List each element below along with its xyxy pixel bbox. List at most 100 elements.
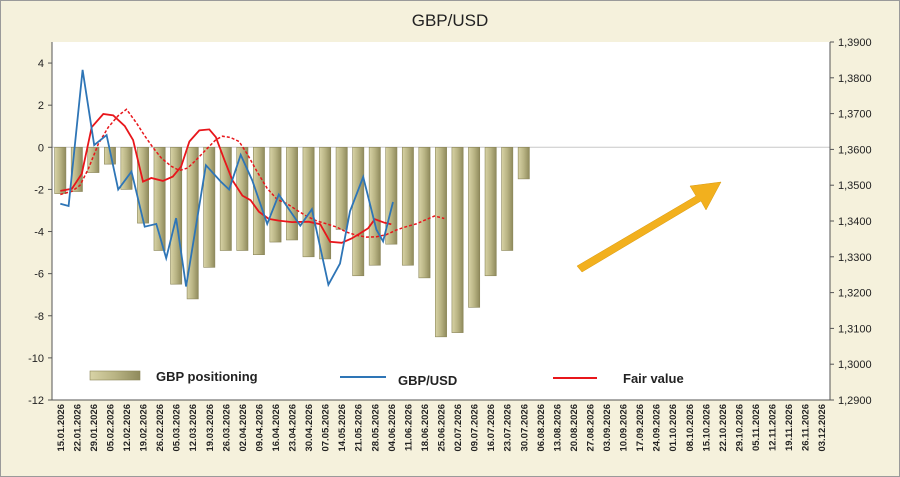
x-tick-label: 22.01.2026 — [72, 404, 83, 452]
legend-label-gbpusd: GBP/USD — [398, 373, 457, 388]
x-tick-label: 14.05.2026 — [337, 404, 348, 452]
x-tick-label: 09.04.2026 — [254, 404, 265, 452]
right-tick-label: 1,3100 — [838, 323, 872, 335]
x-tick-label: 30.07.2026 — [519, 404, 530, 452]
positioning-bar — [153, 146, 166, 251]
right-tick-label: 1,3500 — [838, 180, 872, 192]
left-tick-label: 4 — [38, 58, 44, 70]
x-tick-label: 29.10.2026 — [734, 404, 745, 452]
legend-label-positioning: GBP positioning — [156, 369, 258, 384]
legend-swatch-positioning — [89, 370, 141, 381]
x-tick-label: 05.03.2026 — [172, 404, 183, 452]
positioning-bar — [517, 146, 530, 180]
x-tick-label: 05.02.2026 — [105, 404, 116, 452]
positioning-bar — [219, 146, 232, 251]
x-tick-label: 04.06.2026 — [387, 404, 398, 452]
x-tick-label: 19.02.2026 — [139, 404, 150, 452]
x-tick-label: 25.06.2026 — [437, 404, 448, 452]
up-arrow-icon — [576, 181, 722, 273]
positioning-bar — [87, 146, 100, 173]
x-tick-label: 29.01.2026 — [89, 404, 100, 452]
left-tick-label: -12 — [28, 395, 44, 407]
x-tick-label: 02.04.2026 — [238, 404, 249, 452]
positioning-bar — [269, 146, 282, 243]
x-tick-label: 01.10.2026 — [668, 404, 679, 452]
x-tick-label: 10.09.2026 — [619, 404, 630, 452]
x-tick-label: 12.11.2026 — [768, 404, 779, 451]
right-tick-label: 1,3800 — [838, 73, 872, 85]
x-tick-label: 22.10.2026 — [718, 404, 729, 452]
x-tick-label: 23.04.2026 — [288, 404, 299, 452]
right-tick-label: 1,3700 — [838, 109, 872, 121]
x-tick-label: 30.04.2026 — [304, 404, 315, 452]
x-tick-label: 21.05.2026 — [354, 404, 365, 452]
x-tick-label: 16.07.2026 — [486, 404, 497, 452]
left-tick-label: 2 — [38, 100, 44, 112]
x-tick-label: 11.06.2026 — [403, 404, 414, 451]
positioning-bar — [54, 146, 67, 194]
positioning-bar — [302, 146, 315, 258]
left-tick-label: 0 — [38, 142, 44, 154]
fair-value-forecast-line — [60, 108, 445, 238]
positioning-bar — [501, 146, 514, 251]
x-tick-label: 05.11.2026 — [751, 404, 762, 451]
positioning-bar — [186, 146, 199, 300]
positioning-bar — [468, 146, 481, 308]
positioning-bar — [451, 146, 464, 333]
positioning-bar — [319, 146, 332, 260]
positioning-bar — [203, 146, 216, 268]
x-tick-label: 26.03.2026 — [221, 404, 232, 452]
positioning-bar — [120, 146, 133, 190]
positioning-bar — [352, 146, 365, 277]
x-tick-label: 20.08.2026 — [569, 404, 580, 452]
positioning-bar — [418, 146, 431, 279]
x-tick-label: 02.07.2026 — [453, 404, 464, 452]
positioning-bar — [401, 146, 414, 266]
x-tick-label: 19.03.2026 — [205, 404, 216, 452]
x-tick-label: 09.07.2026 — [470, 404, 481, 452]
left-tick-label: -2 — [34, 184, 44, 196]
positioning-bar — [435, 146, 447, 338]
x-tick-label: 03.12.2026 — [817, 404, 828, 452]
left-tick-label: -8 — [34, 311, 44, 323]
gbpusd-line — [60, 69, 394, 288]
left-tick-label: -10 — [28, 353, 44, 365]
left-tick-label: -6 — [34, 269, 44, 281]
chart-title: GBP/USD — [411, 11, 489, 30]
x-tick-label: 13.08.2026 — [552, 404, 563, 452]
positioning-bar — [137, 146, 149, 224]
x-tick-label: 12.03.2026 — [188, 404, 199, 452]
x-tick-label: 15.01.2026 — [56, 404, 67, 452]
right-tick-label: 1,3900 — [838, 37, 872, 49]
x-tick-label: 27.08.2026 — [585, 404, 596, 452]
x-tick-label: 03.09.2026 — [602, 404, 613, 452]
right-tick-label: 1,3000 — [838, 359, 872, 371]
x-tick-label: 23.07.2026 — [503, 404, 514, 452]
right-tick-label: 1,2900 — [838, 395, 872, 407]
x-tick-label: 28.05.2026 — [370, 404, 381, 452]
x-tick-label: 12.02.2026 — [122, 404, 133, 452]
x-tick-label: 15.10.2026 — [701, 404, 712, 452]
positioning-bar — [170, 146, 183, 285]
x-tick-label: 08.10.2026 — [685, 404, 696, 452]
x-tick-label: 16.04.2026 — [271, 404, 282, 452]
right-tick-label: 1,3300 — [838, 252, 872, 264]
x-tick-label: 19.11.2026 — [784, 404, 795, 451]
x-tick-label: 06.08.2026 — [536, 404, 547, 452]
positioning-bar — [286, 146, 298, 241]
positioning-bar — [335, 146, 348, 230]
positioning-bar — [368, 146, 381, 266]
x-tick-label: 24.09.2026 — [652, 404, 663, 452]
x-tick-label: 26.02.2026 — [155, 404, 166, 452]
x-tick-label: 17.09.2026 — [635, 404, 646, 452]
legend-label-fair-value: Fair value — [623, 371, 684, 386]
right-tick-label: 1,3200 — [838, 288, 872, 300]
positioning-bar — [484, 146, 497, 277]
x-tick-label: 07.05.2026 — [321, 404, 332, 452]
right-tick-label: 1,3600 — [838, 144, 872, 156]
x-tick-label: 26.11.2026 — [801, 404, 812, 451]
positioning-bar — [385, 146, 398, 245]
x-tick-label: 18.06.2026 — [420, 404, 431, 452]
left-tick-label: -4 — [34, 227, 44, 239]
